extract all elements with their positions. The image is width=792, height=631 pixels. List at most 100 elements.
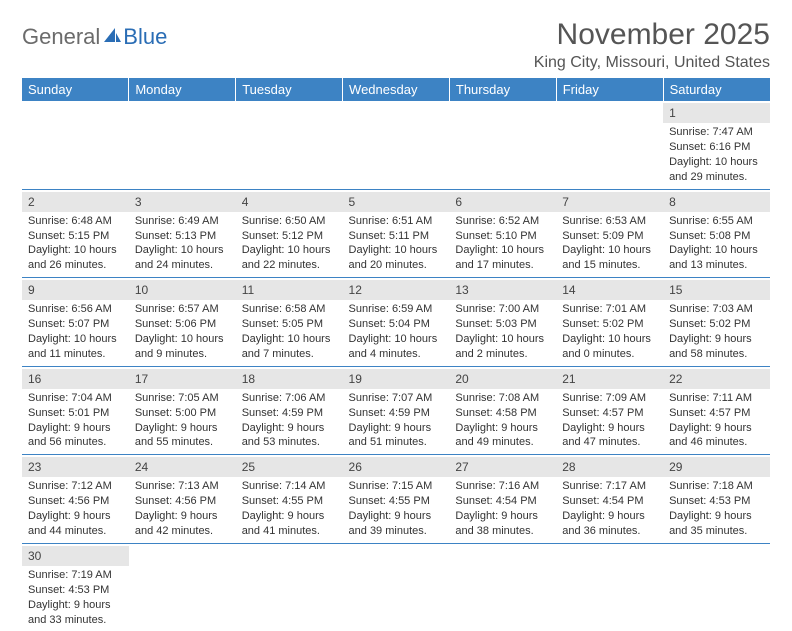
- sunrise-text: Sunrise: 7:13 AM: [135, 479, 230, 494]
- weekday-header: Wednesday: [343, 78, 450, 101]
- day-number: 11: [236, 280, 343, 300]
- sunset-text: Sunset: 4:54 PM: [562, 494, 657, 509]
- daylight-text: Daylight: 9 hours and 35 minutes.: [669, 509, 764, 539]
- sunrise-text: Sunrise: 7:00 AM: [455, 302, 550, 317]
- calendar-empty-cell: [343, 543, 450, 631]
- day-number: 2: [22, 192, 129, 212]
- sunset-text: Sunset: 5:03 PM: [455, 317, 550, 332]
- calendar-day-cell: 16Sunrise: 7:04 AMSunset: 5:01 PMDayligh…: [22, 366, 129, 455]
- calendar-day-cell: 9Sunrise: 6:56 AMSunset: 5:07 PMDaylight…: [22, 278, 129, 367]
- weekday-header: Saturday: [663, 78, 770, 101]
- day-number: 20: [449, 369, 556, 389]
- sunset-text: Sunset: 5:02 PM: [562, 317, 657, 332]
- day-number: 7: [556, 192, 663, 212]
- daylight-text: Daylight: 9 hours and 41 minutes.: [242, 509, 337, 539]
- sunset-text: Sunset: 4:57 PM: [669, 406, 764, 421]
- day-content: 12Sunrise: 6:59 AMSunset: 5:04 PMDayligh…: [343, 278, 450, 366]
- weekday-header: Sunday: [22, 78, 129, 101]
- sunrise-text: Sunrise: 7:16 AM: [455, 479, 550, 494]
- calendar-day-cell: 17Sunrise: 7:05 AMSunset: 5:00 PMDayligh…: [129, 366, 236, 455]
- sunrise-text: Sunrise: 6:53 AM: [562, 214, 657, 229]
- day-number: 16: [22, 369, 129, 389]
- daylight-text: Daylight: 10 hours and 26 minutes.: [28, 243, 123, 273]
- header: General Blue November 2025 King City, Mi…: [22, 18, 770, 72]
- sunrise-text: Sunrise: 6:51 AM: [349, 214, 444, 229]
- calendar-day-cell: 6Sunrise: 6:52 AMSunset: 5:10 PMDaylight…: [449, 189, 556, 278]
- calendar-empty-cell: [236, 101, 343, 189]
- sunset-text: Sunset: 5:09 PM: [562, 229, 657, 244]
- day-content: 3Sunrise: 6:49 AMSunset: 5:13 PMDaylight…: [129, 190, 236, 278]
- day-number: 12: [343, 280, 450, 300]
- calendar-day-cell: 4Sunrise: 6:50 AMSunset: 5:12 PMDaylight…: [236, 189, 343, 278]
- daylight-text: Daylight: 10 hours and 29 minutes.: [669, 155, 764, 185]
- sunset-text: Sunset: 5:02 PM: [669, 317, 764, 332]
- sunrise-text: Sunrise: 7:07 AM: [349, 391, 444, 406]
- calendar-empty-cell: [663, 543, 770, 631]
- day-number: 10: [129, 280, 236, 300]
- sunset-text: Sunset: 4:53 PM: [669, 494, 764, 509]
- daylight-text: Daylight: 10 hours and 17 minutes.: [455, 243, 550, 273]
- calendar-empty-cell: [556, 101, 663, 189]
- calendar-empty-cell: [129, 101, 236, 189]
- daylight-text: Daylight: 9 hours and 51 minutes.: [349, 421, 444, 451]
- daylight-text: Daylight: 9 hours and 44 minutes.: [28, 509, 123, 539]
- daylight-text: Daylight: 10 hours and 9 minutes.: [135, 332, 230, 362]
- day-number: 3: [129, 192, 236, 212]
- logo-text-1: General: [22, 24, 100, 50]
- calendar-day-cell: 13Sunrise: 7:00 AMSunset: 5:03 PMDayligh…: [449, 278, 556, 367]
- daylight-text: Daylight: 9 hours and 38 minutes.: [455, 509, 550, 539]
- calendar-day-cell: 27Sunrise: 7:16 AMSunset: 4:54 PMDayligh…: [449, 455, 556, 544]
- day-content: 15Sunrise: 7:03 AMSunset: 5:02 PMDayligh…: [663, 278, 770, 366]
- sunrise-text: Sunrise: 6:52 AM: [455, 214, 550, 229]
- sunset-text: Sunset: 5:07 PM: [28, 317, 123, 332]
- calendar-day-cell: 30Sunrise: 7:19 AMSunset: 4:53 PMDayligh…: [22, 543, 129, 631]
- day-number: 29: [663, 457, 770, 477]
- day-number: 5: [343, 192, 450, 212]
- day-content: 8Sunrise: 6:55 AMSunset: 5:08 PMDaylight…: [663, 190, 770, 278]
- sunset-text: Sunset: 5:04 PM: [349, 317, 444, 332]
- sunrise-text: Sunrise: 6:49 AM: [135, 214, 230, 229]
- sunset-text: Sunset: 4:53 PM: [28, 583, 123, 598]
- day-number: 17: [129, 369, 236, 389]
- sunrise-text: Sunrise: 7:06 AM: [242, 391, 337, 406]
- day-content: 17Sunrise: 7:05 AMSunset: 5:00 PMDayligh…: [129, 367, 236, 455]
- calendar-week-row: 23Sunrise: 7:12 AMSunset: 4:56 PMDayligh…: [22, 455, 770, 544]
- calendar-day-cell: 7Sunrise: 6:53 AMSunset: 5:09 PMDaylight…: [556, 189, 663, 278]
- calendar-empty-cell: [449, 101, 556, 189]
- day-number: 22: [663, 369, 770, 389]
- calendar-day-cell: 29Sunrise: 7:18 AMSunset: 4:53 PMDayligh…: [663, 455, 770, 544]
- sunset-text: Sunset: 5:11 PM: [349, 229, 444, 244]
- daylight-text: Daylight: 9 hours and 39 minutes.: [349, 509, 444, 539]
- sunrise-text: Sunrise: 6:50 AM: [242, 214, 337, 229]
- logo-text-2: Blue: [123, 24, 167, 50]
- daylight-text: Daylight: 10 hours and 4 minutes.: [349, 332, 444, 362]
- daylight-text: Daylight: 9 hours and 58 minutes.: [669, 332, 764, 362]
- day-content: 27Sunrise: 7:16 AMSunset: 4:54 PMDayligh…: [449, 455, 556, 543]
- day-content: 20Sunrise: 7:08 AMSunset: 4:58 PMDayligh…: [449, 367, 556, 455]
- sunrise-text: Sunrise: 7:01 AM: [562, 302, 657, 317]
- calendar-day-cell: 2Sunrise: 6:48 AMSunset: 5:15 PMDaylight…: [22, 189, 129, 278]
- title-block: November 2025 King City, Missouri, Unite…: [534, 18, 770, 72]
- sunrise-text: Sunrise: 7:03 AM: [669, 302, 764, 317]
- calendar-header-row: SundayMondayTuesdayWednesdayThursdayFrid…: [22, 78, 770, 101]
- day-content: 29Sunrise: 7:18 AMSunset: 4:53 PMDayligh…: [663, 455, 770, 543]
- calendar-day-cell: 19Sunrise: 7:07 AMSunset: 4:59 PMDayligh…: [343, 366, 450, 455]
- day-content: 4Sunrise: 6:50 AMSunset: 5:12 PMDaylight…: [236, 190, 343, 278]
- weekday-header: Tuesday: [236, 78, 343, 101]
- sail-icon: [102, 24, 122, 50]
- calendar-day-cell: 22Sunrise: 7:11 AMSunset: 4:57 PMDayligh…: [663, 366, 770, 455]
- day-content: 23Sunrise: 7:12 AMSunset: 4:56 PMDayligh…: [22, 455, 129, 543]
- day-content: 24Sunrise: 7:13 AMSunset: 4:56 PMDayligh…: [129, 455, 236, 543]
- sunrise-text: Sunrise: 7:04 AM: [28, 391, 123, 406]
- day-content: 11Sunrise: 6:58 AMSunset: 5:05 PMDayligh…: [236, 278, 343, 366]
- sunrise-text: Sunrise: 6:55 AM: [669, 214, 764, 229]
- day-number: 8: [663, 192, 770, 212]
- sunset-text: Sunset: 4:59 PM: [349, 406, 444, 421]
- daylight-text: Daylight: 9 hours and 33 minutes.: [28, 598, 123, 628]
- daylight-text: Daylight: 9 hours and 53 minutes.: [242, 421, 337, 451]
- daylight-text: Daylight: 9 hours and 42 minutes.: [135, 509, 230, 539]
- calendar-week-row: 1Sunrise: 7:47 AMSunset: 6:16 PMDaylight…: [22, 101, 770, 189]
- sunset-text: Sunset: 4:57 PM: [562, 406, 657, 421]
- day-content: 22Sunrise: 7:11 AMSunset: 4:57 PMDayligh…: [663, 367, 770, 455]
- location: King City, Missouri, United States: [534, 54, 770, 72]
